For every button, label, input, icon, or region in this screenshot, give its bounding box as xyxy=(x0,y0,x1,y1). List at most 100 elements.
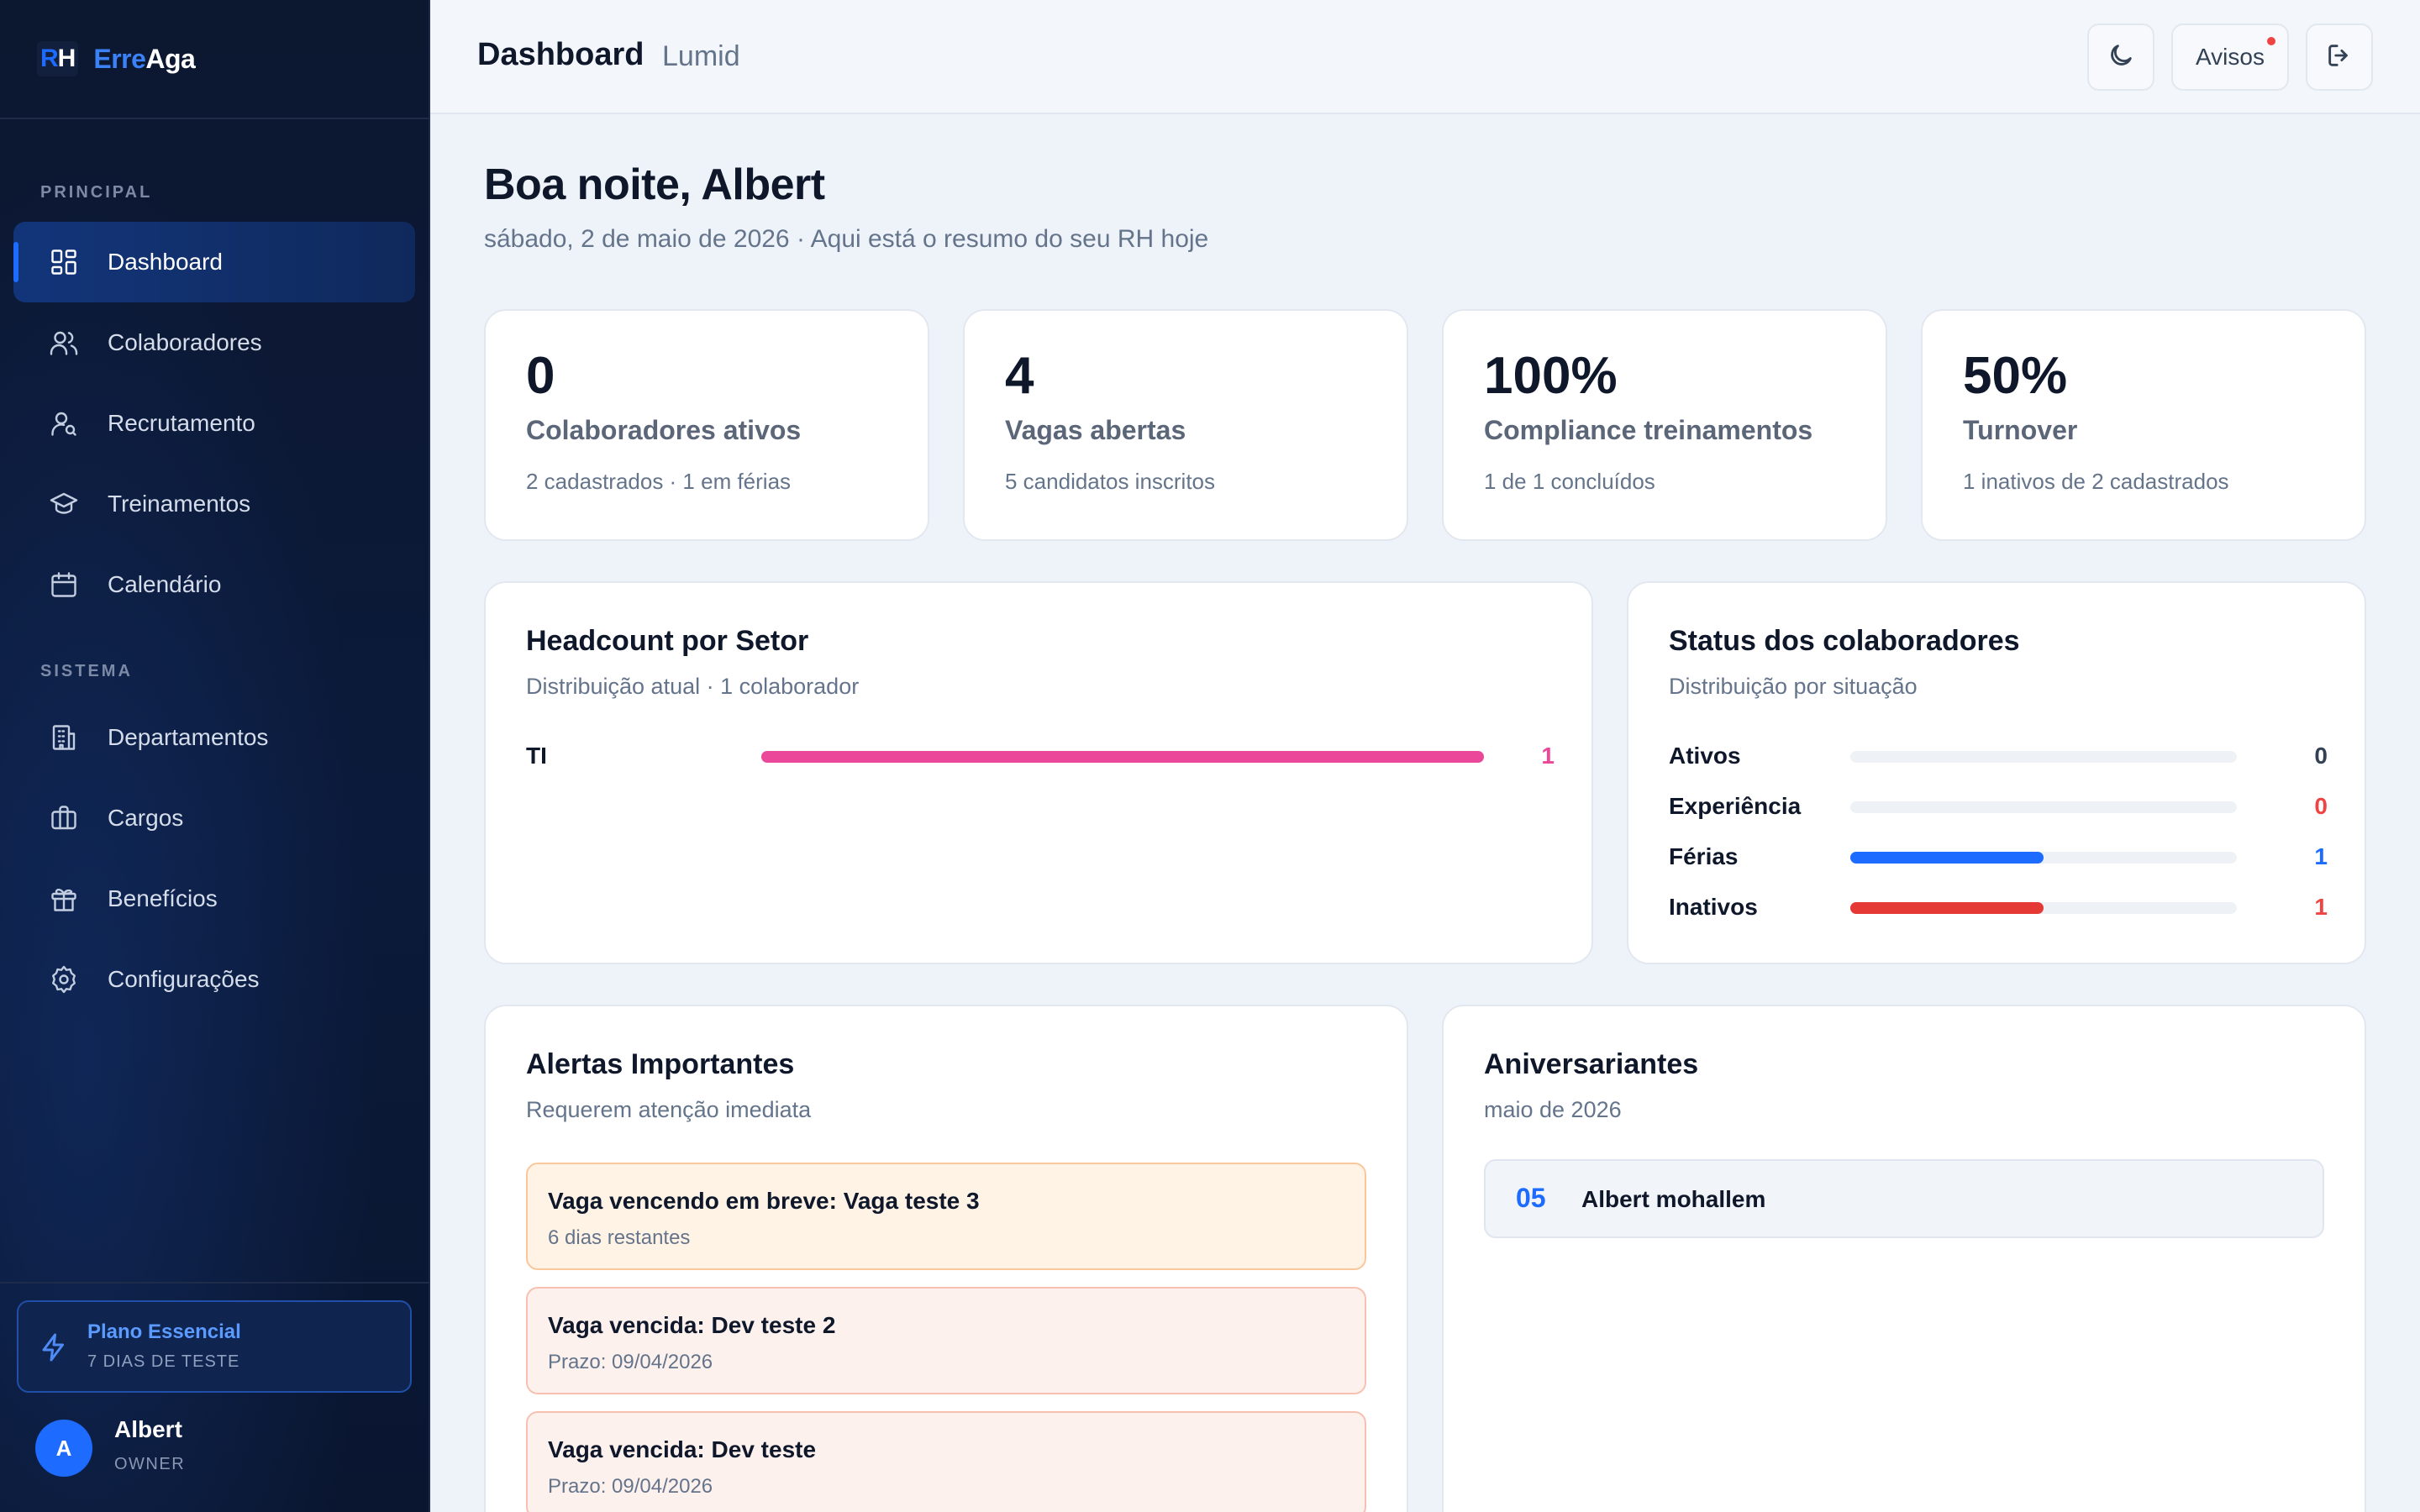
status-row-ferias: Férias 1 xyxy=(1669,840,2328,874)
headcount-row: TI 1 xyxy=(526,739,1555,773)
sector-label: TI xyxy=(526,743,547,769)
notices-button[interactable]: Avisos xyxy=(2171,24,2289,91)
alerts-card: Alertas Importantes Requerem atenção ime… xyxy=(484,1005,1408,1512)
status-row-experiencia: Experiência 0 xyxy=(1669,790,2328,823)
status-count: 1 xyxy=(2314,894,2328,920)
status-label: Experiência xyxy=(1669,793,1802,819)
card-subtitle: Requerem atenção imediata xyxy=(526,1097,812,1122)
alert-subtitle: Prazo: 09/04/2026 xyxy=(548,1475,713,1498)
kpi-card-turnover[interactable]: 50% Turnover 1 inativos de 2 cadastrados xyxy=(1921,309,2366,541)
kpi-subtext: 1 de 1 concluídos xyxy=(1484,469,1655,494)
sidebar: RH ErreAga PRINCIPAL Dashboard Colaborad… xyxy=(0,0,430,1512)
alert-item[interactable]: Vaga vencendo em breve: Vaga teste 3 6 d… xyxy=(526,1163,1366,1270)
sidebar-item-label: Treinamentos xyxy=(108,491,251,517)
plan-card[interactable]: Plano Essencial 7 DIAS DE TESTE xyxy=(17,1300,412,1393)
briefcase-icon xyxy=(49,803,79,833)
sidebar-item-label: Dashboard xyxy=(108,249,223,275)
kpi-label: Turnover xyxy=(1963,415,2078,445)
card-subtitle: Distribuição atual · 1 colaborador xyxy=(526,674,860,699)
avatar[interactable]: A xyxy=(35,1420,92,1477)
alert-title: Vaga vencida: Dev teste 2 xyxy=(548,1312,836,1338)
moon-icon xyxy=(2107,41,2135,74)
users-icon xyxy=(49,328,79,358)
card-subtitle: maio de 2026 xyxy=(1484,1097,1622,1122)
sidebar-item-beneficios[interactable]: Benefícios xyxy=(13,858,415,939)
gear-icon xyxy=(49,964,79,995)
kpi-value: 4 xyxy=(1005,347,1034,405)
brand-mark: RH xyxy=(37,41,79,76)
status-label: Férias xyxy=(1669,843,1739,869)
sidebar-item-label: Colaboradores xyxy=(108,329,262,355)
sidebar-item-label: Calendário xyxy=(108,571,222,597)
bar-track xyxy=(761,751,1484,763)
alert-title: Vaga vencida: Dev teste xyxy=(548,1436,817,1462)
card-title: Alertas Importantes xyxy=(526,1048,795,1080)
status-card: Status dos colaboradores Distribuição po… xyxy=(1627,581,2366,964)
birthday-day: 05 xyxy=(1516,1183,1546,1213)
kpi-subtext: 5 candidatos inscritos xyxy=(1005,469,1216,494)
card-title: Headcount por Setor xyxy=(526,625,809,657)
brand-name: ErreAga xyxy=(93,43,196,74)
kpi-label: Colaboradores ativos xyxy=(526,415,802,445)
alert-item[interactable]: Vaga vencida: Dev teste Prazo: 09/04/202… xyxy=(526,1411,1366,1512)
theme-toggle-button[interactable] xyxy=(2087,24,2154,91)
kpi-label: Vagas abertas xyxy=(1005,415,1186,445)
logout-button[interactable] xyxy=(2306,24,2373,91)
status-label: Inativos xyxy=(1669,894,1758,920)
status-count: 1 xyxy=(2314,843,2328,869)
user-search-icon xyxy=(49,408,79,438)
divider xyxy=(0,1282,429,1284)
greeting-title: Boa noite, Albert xyxy=(484,160,825,209)
nav-section-principal: PRINCIPAL xyxy=(40,183,153,202)
kpi-card-vagas[interactable]: 4 Vagas abertas 5 candidatos inscritos xyxy=(963,309,1408,541)
kpi-card-colaboradores[interactable]: 0 Colaboradores ativos 2 cadastrados · 1… xyxy=(484,309,929,541)
notices-label: Avisos xyxy=(2196,44,2265,70)
divider xyxy=(0,118,429,119)
card-title: Aniversariantes xyxy=(1484,1048,1699,1080)
greeting-subtitle: sábado, 2 de maio de 2026 · Aqui está o … xyxy=(484,225,1209,253)
calendar-icon xyxy=(49,570,79,600)
card-title: Status dos colaboradores xyxy=(1669,625,2020,657)
sidebar-item-calendario[interactable]: Calendário xyxy=(13,544,415,625)
status-count: 0 xyxy=(2314,793,2328,819)
company-name: Lumid xyxy=(662,40,740,72)
lightning-icon xyxy=(39,1332,69,1362)
bar-fill xyxy=(761,751,1484,763)
bar-fill xyxy=(1850,902,2044,914)
sidebar-item-departamentos[interactable]: Departamentos xyxy=(13,697,415,778)
plan-title: Plano Essencial xyxy=(87,1320,241,1343)
sidebar-item-dashboard[interactable]: Dashboard xyxy=(13,222,415,302)
sidebar-item-label: Departamentos xyxy=(108,724,269,750)
dashboard-icon xyxy=(49,247,79,277)
user-role: OWNER xyxy=(114,1455,186,1473)
status-row-ativos: Ativos 0 xyxy=(1669,739,2328,773)
logout-icon xyxy=(2325,41,2354,74)
kpi-value: 100% xyxy=(1484,347,1618,405)
bar-track xyxy=(1850,902,2237,914)
headcount-card: Headcount por Setor Distribuição atual ·… xyxy=(484,581,1593,964)
sidebar-item-recrutamento[interactable]: Recrutamento xyxy=(13,383,415,464)
birthday-item[interactable]: 05 Albert mohallem xyxy=(1484,1159,2324,1238)
sidebar-item-colaboradores[interactable]: Colaboradores xyxy=(13,302,415,383)
page-title: Dashboard xyxy=(477,37,644,72)
plan-subtitle: 7 DIAS DE TESTE xyxy=(87,1352,240,1371)
sidebar-item-treinamentos[interactable]: Treinamentos xyxy=(13,464,415,544)
kpi-label: Compliance treinamentos xyxy=(1484,415,1813,445)
bar-track xyxy=(1850,801,2237,813)
kpi-value: 0 xyxy=(526,347,555,405)
status-row-inativos: Inativos 1 xyxy=(1669,890,2328,924)
card-subtitle: Distribuição por situação xyxy=(1669,674,1918,699)
sidebar-item-cargos[interactable]: Cargos xyxy=(13,778,415,858)
kpi-value: 50% xyxy=(1963,347,2068,405)
alert-item[interactable]: Vaga vencida: Dev teste 2 Prazo: 09/04/2… xyxy=(526,1287,1366,1394)
graduation-cap-icon xyxy=(49,489,79,519)
kpi-subtext: 1 inativos de 2 cadastrados xyxy=(1963,469,2229,494)
sidebar-item-label: Benefícios xyxy=(108,885,218,911)
kpi-subtext: 2 cadastrados · 1 em férias xyxy=(526,469,792,494)
alert-title: Vaga vencendo em breve: Vaga teste 3 xyxy=(548,1188,980,1214)
sidebar-item-configuracoes[interactable]: Configurações xyxy=(13,939,415,1020)
kpi-card-compliance[interactable]: 100% Compliance treinamentos 1 de 1 conc… xyxy=(1442,309,1887,541)
birthday-name: Albert mohallem xyxy=(1581,1186,1766,1212)
brand-logo[interactable]: RH ErreAga xyxy=(37,40,196,77)
sector-count: 1 xyxy=(1541,743,1555,769)
